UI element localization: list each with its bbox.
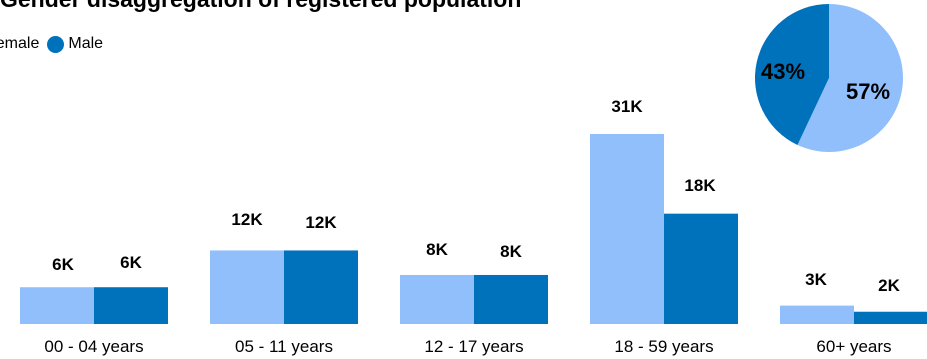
legend-item-male: Male [43,35,103,53]
pie-chart: 57% 43% [754,4,903,153]
bar-female-3 [590,133,664,324]
data-label-female-4: 3K [805,270,827,289]
pie-slice-female [797,4,903,153]
bar-group: 6K 6K 00 - 04 years 12K 12K 05 - 11 years 8K 8K… [20,97,927,356]
tick-label-2: 12 - 17 years [424,337,523,356]
bar-female-1 [210,250,284,324]
data-label-male-2: 8K [500,242,522,261]
legend-label-male: Male [68,35,104,52]
bar-male-1 [284,250,358,324]
chart-title: Gender disaggregation of registered popu… [0,0,521,13]
data-label-male-0: 6K [120,253,142,272]
bar-male-4 [854,311,927,324]
bar-male-0 [94,287,168,324]
data-label-female-1: 12K [231,210,263,229]
bar-male-2 [474,274,548,324]
bar-female-2 [400,274,474,324]
legend-swatch-male [47,35,65,53]
legend-label-female: Female [0,35,40,52]
data-label-female-0: 6K [52,255,74,274]
pie-label-female: 57% [846,79,890,104]
tick-label-4: 60+ years [816,337,891,356]
data-label-female-2: 8K [426,240,448,259]
tick-label-1: 05 - 11 years [235,337,333,356]
bar-male-3 [664,213,738,324]
data-label-female-3: 31K [611,97,643,116]
legend-item-female: Female [0,35,39,53]
tick-label-3: 18 - 59 years [614,337,713,356]
pie-label-male: 43% [761,59,805,84]
data-label-male-4: 2K [878,276,900,295]
legend: Female Male [0,35,107,53]
data-label-male-3: 18K [684,176,716,195]
pie-slice-male [754,4,829,145]
data-label-male-1: 12K [305,213,337,232]
bar-female-0 [20,287,94,324]
tick-label-0: 00 - 04 years [44,337,143,356]
bar-female-4 [780,305,854,324]
